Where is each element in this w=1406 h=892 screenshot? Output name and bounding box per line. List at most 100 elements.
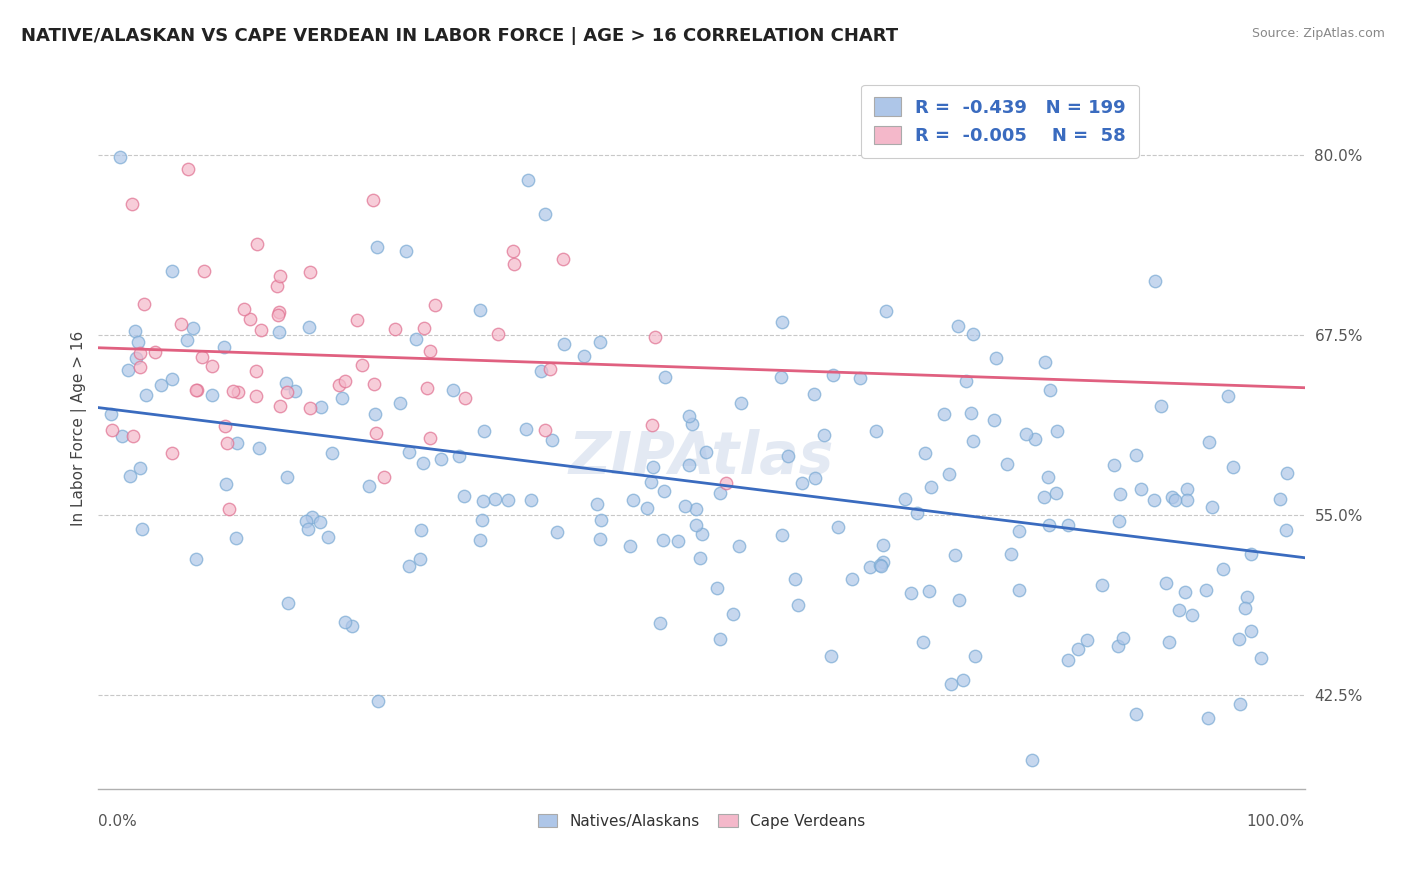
Point: [472, 493, 495, 508]
Point: [678, 458, 700, 472]
Point: [872, 555, 894, 569]
Point: [681, 417, 703, 431]
Point: [201, 359, 224, 374]
Point: [486, 326, 509, 341]
Point: [176, 333, 198, 347]
Point: [914, 446, 936, 460]
Point: [429, 452, 451, 467]
Point: [1274, 523, 1296, 537]
Point: [269, 268, 291, 283]
Point: [1250, 650, 1272, 665]
Point: [201, 388, 224, 402]
Point: [695, 445, 717, 459]
Point: [709, 486, 731, 500]
Point: [934, 407, 956, 421]
Point: [1154, 575, 1177, 590]
Point: [350, 358, 373, 372]
Point: [346, 313, 368, 327]
Point: [413, 321, 436, 335]
Point: [309, 401, 332, 415]
Point: [226, 385, 249, 400]
Point: [730, 396, 752, 410]
Point: [1222, 460, 1244, 475]
Point: [269, 399, 291, 413]
Point: [946, 319, 969, 334]
Point: [1229, 697, 1251, 711]
Point: [962, 326, 984, 341]
Point: [363, 377, 385, 392]
Point: [111, 429, 134, 443]
Point: [135, 388, 157, 402]
Point: [419, 431, 441, 445]
Point: [149, 377, 172, 392]
Point: [787, 599, 810, 613]
Point: [412, 457, 434, 471]
Point: [470, 303, 492, 318]
Point: [685, 502, 707, 516]
Point: [709, 632, 731, 647]
Point: [770, 315, 793, 329]
Point: [342, 619, 364, 633]
Point: [591, 512, 613, 526]
Point: [160, 372, 183, 386]
Point: [373, 470, 395, 484]
Point: [1112, 631, 1135, 645]
Point: [366, 239, 388, 253]
Point: [865, 424, 887, 438]
Point: [127, 335, 149, 350]
Point: [118, 469, 141, 483]
Point: [214, 477, 236, 491]
Point: [640, 475, 662, 489]
Point: [409, 551, 432, 566]
Point: [170, 317, 193, 331]
Point: [530, 364, 553, 378]
Point: [218, 502, 240, 516]
Point: [266, 278, 288, 293]
Point: [269, 305, 291, 319]
Point: [1268, 491, 1291, 506]
Point: [553, 336, 575, 351]
Point: [1143, 274, 1166, 288]
Point: [541, 434, 564, 448]
Point: [364, 407, 387, 421]
Point: [447, 449, 470, 463]
Point: [918, 583, 941, 598]
Point: [1102, 458, 1125, 473]
Point: [301, 509, 323, 524]
Point: [1108, 514, 1130, 528]
Point: [813, 427, 835, 442]
Point: [690, 527, 713, 541]
Point: [534, 423, 557, 437]
Point: [804, 471, 827, 485]
Point: [361, 193, 384, 207]
Point: [1197, 711, 1219, 725]
Point: [572, 349, 595, 363]
Point: [1091, 577, 1114, 591]
Point: [785, 572, 807, 586]
Point: [1195, 582, 1218, 597]
Point: [276, 385, 298, 400]
Point: [1057, 518, 1080, 533]
Point: [247, 441, 270, 455]
Text: NATIVE/ALASKAN VS CAPE VERDEAN IN LABOR FORCE | AGE > 16 CORRELATION CHART: NATIVE/ALASKAN VS CAPE VERDEAN IN LABOR …: [21, 27, 898, 45]
Point: [1021, 753, 1043, 767]
Point: [515, 422, 537, 436]
Point: [644, 330, 666, 344]
Point: [232, 301, 254, 316]
Point: [1163, 493, 1185, 508]
Point: [395, 244, 418, 259]
Point: [546, 524, 568, 539]
Point: [398, 445, 420, 459]
Point: [419, 344, 441, 359]
Point: [585, 497, 607, 511]
Point: [453, 391, 475, 405]
Point: [939, 677, 962, 691]
Point: [905, 506, 928, 520]
Point: [827, 520, 849, 534]
Point: [335, 615, 357, 629]
Point: [1233, 600, 1256, 615]
Point: [1045, 424, 1067, 438]
Text: Source: ZipAtlas.com: Source: ZipAtlas.com: [1251, 27, 1385, 40]
Point: [222, 384, 245, 398]
Point: [132, 297, 155, 311]
